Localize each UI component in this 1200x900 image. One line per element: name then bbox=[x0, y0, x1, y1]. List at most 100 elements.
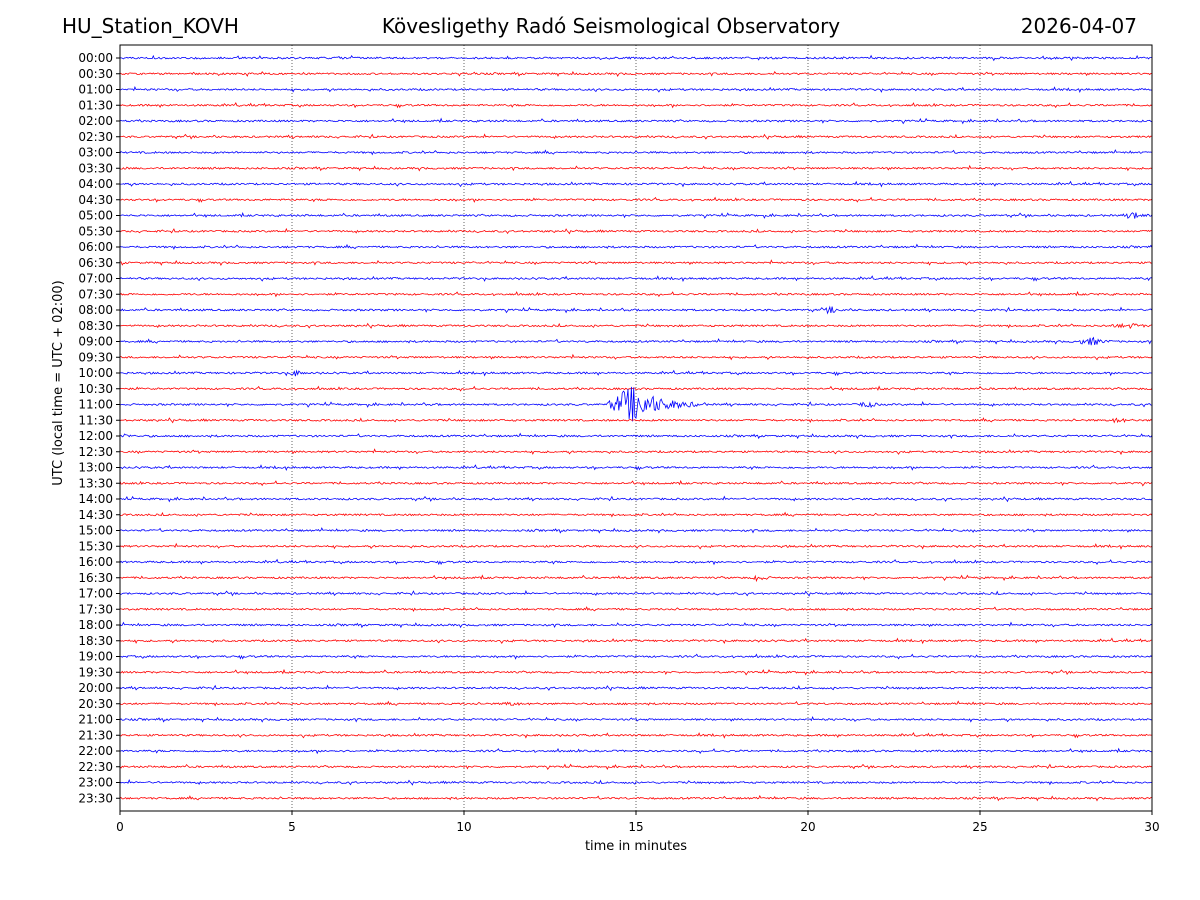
x-tick-label: 30 bbox=[1144, 820, 1159, 834]
y-tick-label: 03:00 bbox=[78, 146, 113, 160]
y-tick-label: 01:00 bbox=[78, 83, 113, 97]
y-tick-label: 00:00 bbox=[78, 51, 113, 65]
trace-1830 bbox=[119, 637, 1152, 645]
trace-1230 bbox=[119, 448, 1153, 456]
y-tick-label: 10:30 bbox=[78, 382, 113, 396]
trace-0800 bbox=[119, 305, 1153, 315]
y-tick-label: 18:30 bbox=[78, 634, 113, 648]
trace-0130 bbox=[119, 102, 1153, 109]
traces bbox=[119, 54, 1153, 802]
station-title: HU_Station_KOVH bbox=[62, 14, 239, 38]
trace-1030 bbox=[119, 385, 1153, 392]
y-tick-label: 13:30 bbox=[78, 476, 113, 490]
trace-1900 bbox=[120, 653, 1153, 660]
x-axis-label: time in minutes bbox=[585, 839, 687, 854]
y-tick-label: 19:00 bbox=[78, 650, 113, 664]
y-tick-label: 18:00 bbox=[78, 618, 113, 632]
y-tick-label: 21:00 bbox=[78, 713, 113, 727]
y-tick-label: 12:00 bbox=[78, 429, 113, 443]
trace-0600 bbox=[119, 243, 1153, 250]
y-tick-label: 10:00 bbox=[78, 366, 113, 380]
trace-2200 bbox=[119, 747, 1153, 755]
trace-0300 bbox=[119, 149, 1153, 156]
y-tick-label: 17:00 bbox=[78, 587, 113, 601]
trace-0430 bbox=[119, 196, 1153, 203]
trace-0630 bbox=[119, 259, 1153, 266]
x-tick-label: 5 bbox=[288, 820, 296, 834]
trace-2230 bbox=[119, 763, 1153, 771]
y-tick-label: 03:30 bbox=[78, 161, 113, 175]
trace-0700 bbox=[119, 275, 1153, 282]
y-tick-label: 15:30 bbox=[78, 539, 113, 553]
trace-0200 bbox=[119, 117, 1153, 125]
trace-1100 bbox=[119, 386, 1152, 422]
trace-1330 bbox=[119, 479, 1153, 487]
y-tick-label: 06:00 bbox=[78, 240, 113, 254]
y-tick-label: 02:00 bbox=[78, 114, 113, 128]
trace-0500 bbox=[119, 212, 1153, 219]
y-tick-label: 12:30 bbox=[78, 445, 113, 459]
y-tick-label: 16:30 bbox=[78, 571, 113, 585]
y-axis-label: UTC (local time = UTC + 02:00) bbox=[51, 280, 66, 485]
y-tick-label: 23:00 bbox=[78, 776, 113, 790]
x-tick-label: 20 bbox=[800, 820, 815, 834]
y-tick-label: 01:30 bbox=[78, 98, 113, 112]
trace-2000 bbox=[119, 684, 1152, 692]
y-tick-label: 09:00 bbox=[78, 335, 113, 349]
grid-lines bbox=[291, 45, 981, 811]
trace-2300 bbox=[119, 779, 1153, 786]
y-tick-label: 19:30 bbox=[78, 665, 113, 679]
y-tick-label: 11:00 bbox=[78, 398, 113, 412]
y-tick-label: 23:30 bbox=[78, 791, 113, 805]
x-tick-label: 25 bbox=[972, 820, 987, 834]
trace-0330 bbox=[119, 164, 1153, 172]
y-tick-label: 14:00 bbox=[78, 492, 113, 506]
y-tick-label: 06:30 bbox=[78, 256, 113, 270]
y-tick-label: 15:00 bbox=[78, 524, 113, 538]
trace-1930 bbox=[119, 668, 1153, 676]
trace-0400 bbox=[119, 180, 1153, 188]
y-tick-label: 07:00 bbox=[78, 272, 113, 286]
trace-0100 bbox=[119, 86, 1153, 93]
y-tick-label: 14:30 bbox=[78, 508, 113, 522]
y-tick-label: 20:30 bbox=[78, 697, 113, 711]
trace-2030 bbox=[119, 700, 1153, 707]
trace-0830 bbox=[119, 322, 1153, 330]
trace-1600 bbox=[119, 558, 1153, 566]
trace-0930 bbox=[119, 353, 1153, 361]
trace-1130 bbox=[119, 417, 1153, 424]
observatory-title: Kövesligethy Radó Seismological Observat… bbox=[381, 14, 841, 38]
y-tick-label: 05:30 bbox=[78, 224, 113, 238]
y-tick-label: 16:00 bbox=[78, 555, 113, 569]
trace-0530 bbox=[119, 227, 1153, 235]
y-tick-label: 08:30 bbox=[78, 319, 113, 333]
x-axis-ticks: 0 5 10 15 20 25 30 bbox=[116, 811, 1160, 834]
trace-1500 bbox=[119, 527, 1153, 534]
y-tick-label: 22:00 bbox=[78, 744, 113, 758]
x-tick-label: 15 bbox=[628, 820, 643, 834]
x-tick-label: 10 bbox=[456, 820, 471, 834]
y-tick-label: 08:00 bbox=[78, 303, 113, 317]
trace-1430 bbox=[119, 511, 1153, 518]
trace-1000 bbox=[119, 369, 1152, 377]
y-tick-label: 22:30 bbox=[78, 760, 113, 774]
trace-1700 bbox=[119, 590, 1153, 597]
trace-1530 bbox=[119, 542, 1153, 550]
trace-0900 bbox=[119, 336, 1153, 346]
trace-0000 bbox=[119, 54, 1153, 62]
trace-2130 bbox=[119, 732, 1153, 739]
y-tick-label: 04:30 bbox=[78, 193, 113, 207]
y-tick-label: 17:30 bbox=[78, 602, 113, 616]
trace-0030 bbox=[119, 71, 1153, 77]
y-tick-label: 05:00 bbox=[78, 209, 113, 223]
trace-2100 bbox=[119, 716, 1152, 723]
trace-1730 bbox=[119, 606, 1153, 613]
trace-1300 bbox=[119, 464, 1153, 471]
y-tick-label: 07:30 bbox=[78, 287, 113, 301]
y-tick-label: 13:00 bbox=[78, 461, 113, 475]
trace-2330 bbox=[119, 794, 1153, 802]
y-tick-label: 21:30 bbox=[78, 728, 113, 742]
trace-1800 bbox=[119, 621, 1153, 629]
